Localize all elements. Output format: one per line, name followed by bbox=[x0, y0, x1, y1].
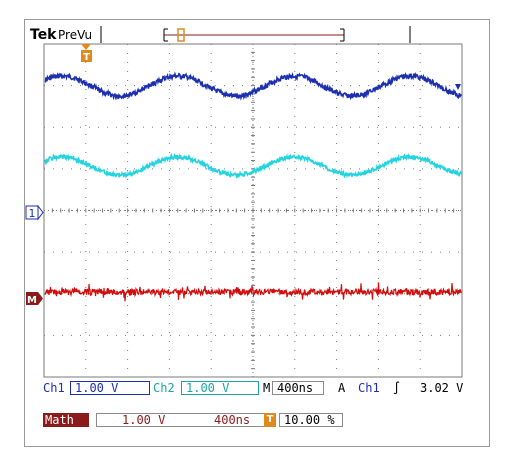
trigger-position-box[interactable]: 10.00 % bbox=[279, 413, 343, 427]
math-label[interactable]: Math bbox=[43, 413, 89, 427]
timebase-label[interactable]: M bbox=[263, 381, 271, 395]
acquisition-mode-label: PreVu bbox=[58, 28, 93, 42]
trigger-source-label[interactable]: Ch1 bbox=[358, 381, 380, 395]
ch2-scale-box[interactable]: 1.00 V bbox=[181, 381, 259, 395]
trigger-slope-icon[interactable]: ∫ bbox=[393, 381, 401, 395]
ch1-scale-box[interactable]: 1.00 V bbox=[70, 381, 150, 395]
ch1-trigger-level-icon bbox=[455, 84, 461, 90]
trigger-position-icon[interactable]: T bbox=[81, 44, 92, 63]
trigger-position-readout-icon: T bbox=[264, 413, 276, 427]
ch2-readout-label[interactable]: Ch2 bbox=[153, 381, 175, 395]
brand-label: Tek bbox=[30, 27, 57, 43]
trigger-mode-label[interactable]: A bbox=[338, 381, 346, 395]
timebase-box[interactable]: 400ns bbox=[272, 381, 324, 395]
trigger-marker-label: T bbox=[83, 52, 90, 63]
ch2-waveform bbox=[44, 152, 462, 180]
math-scale-box[interactable]: 1.00 V 400ns bbox=[96, 413, 274, 427]
math-scale-value: 1.00 V bbox=[122, 413, 166, 427]
math-ground-marker[interactable]: M bbox=[26, 292, 43, 306]
math-marker-label: M bbox=[27, 295, 37, 306]
ch1-readout-label[interactable]: Ch1 bbox=[43, 381, 65, 395]
ch1-ground-marker[interactable]: 1 bbox=[25, 204, 44, 221]
math-waveform bbox=[44, 282, 462, 302]
math-time-value: 400ns bbox=[214, 413, 251, 427]
ch1-marker-label: 1 bbox=[29, 207, 36, 220]
record-position-bar[interactable] bbox=[100, 26, 411, 43]
ch1-waveform bbox=[44, 71, 462, 101]
graticule bbox=[43, 43, 463, 378]
trigger-level-readout[interactable]: 3.02 V bbox=[420, 381, 464, 395]
